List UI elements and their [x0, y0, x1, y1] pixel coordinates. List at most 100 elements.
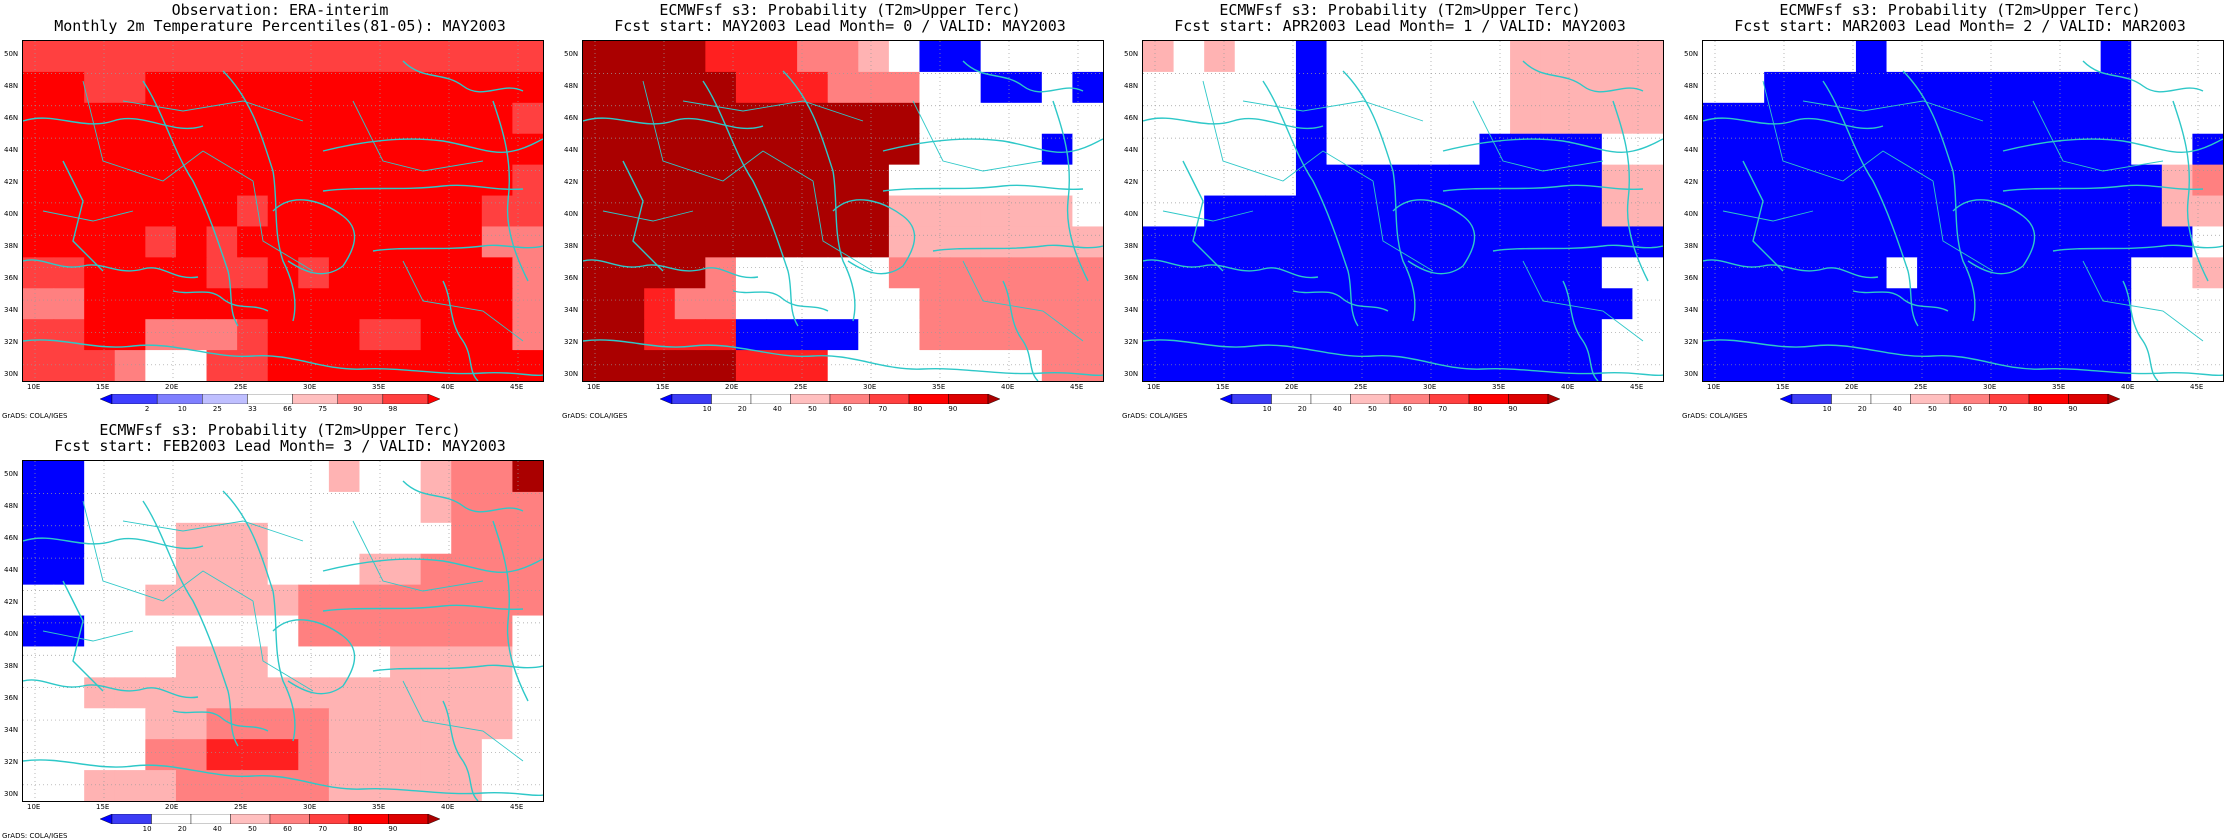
grid-cell — [1173, 257, 1205, 289]
lon-tick-label: 35E — [2052, 383, 2066, 391]
grid-cell — [1540, 226, 1572, 258]
colorbar-segment — [1508, 394, 1549, 404]
colorbar-label: 25 — [212, 405, 222, 413]
grid-cell — [919, 350, 951, 381]
grid-cell — [1143, 319, 1175, 351]
grid-cell — [1326, 319, 1358, 351]
grid-cell — [2161, 102, 2194, 135]
grid-cell — [1357, 288, 1389, 320]
grid-cell — [613, 71, 645, 104]
grid-cell — [206, 102, 238, 135]
grid-cell — [613, 133, 645, 166]
grid-cell — [145, 71, 177, 104]
coastline — [1612, 100, 1649, 282]
grid-cell — [583, 133, 615, 166]
grid-cell — [1825, 288, 1857, 320]
grid-cell — [114, 71, 146, 104]
grid-cell — [1510, 288, 1542, 320]
grid-cell — [23, 708, 55, 740]
grid-cell — [267, 461, 299, 493]
grid-cell — [1479, 288, 1511, 320]
lon-tick-label: 15E — [656, 383, 670, 391]
grid-cell — [145, 226, 177, 258]
grid-cell — [359, 226, 391, 258]
grid-cell — [237, 71, 269, 104]
grid-cell — [1326, 102, 1358, 135]
colorbar-label: 50 — [807, 405, 817, 413]
grid-cell — [1571, 41, 1603, 73]
lon-tick-label: 40E — [1001, 383, 1015, 391]
grid-cell — [583, 350, 615, 381]
grid-cell — [858, 226, 890, 258]
grid-cell — [53, 770, 85, 801]
grid-cell — [420, 708, 452, 740]
grid-cell — [583, 71, 615, 104]
grid-cell — [390, 770, 422, 801]
grid-cell — [1703, 257, 1735, 289]
grid-cell — [766, 102, 798, 135]
coastline — [1002, 280, 1039, 381]
grid-cell — [512, 195, 543, 228]
lat-tick-label: 34N — [4, 306, 19, 314]
grid-cell — [328, 491, 361, 524]
grid-cell — [53, 102, 85, 135]
colorbar-label: 10 — [142, 825, 152, 833]
colorbar-segment — [1350, 394, 1391, 404]
grid-cell — [1855, 288, 1888, 320]
grid-cell — [298, 288, 330, 320]
grid-cell — [451, 461, 483, 493]
grid-cell — [1764, 102, 1796, 135]
grid-cell — [1733, 350, 1765, 381]
grid-cell — [420, 257, 452, 289]
grid-cell — [2192, 41, 2223, 73]
grid-cell — [1947, 319, 1979, 351]
grid-cell — [481, 41, 514, 73]
country-border — [1202, 80, 1374, 182]
grid-cell — [1540, 71, 1572, 104]
grid-cell — [420, 288, 452, 320]
grid-cell — [644, 288, 676, 320]
grid-cell — [390, 739, 422, 771]
colorbar — [1220, 394, 1560, 404]
lon-tick-label: 45E — [510, 383, 524, 391]
grid-cell — [858, 288, 890, 320]
country-border — [82, 500, 254, 602]
lon-tick-label: 15E — [1216, 383, 1230, 391]
grid-cell — [420, 102, 452, 135]
grid-cell — [1886, 164, 1918, 197]
grid-cell — [420, 41, 452, 73]
colorbar-segment — [1429, 394, 1470, 404]
grid-cell — [328, 41, 361, 73]
grid-cell — [298, 102, 330, 135]
grid-cell — [1886, 133, 1918, 166]
country-border — [42, 210, 134, 222]
grid-cell — [1326, 71, 1358, 104]
grid-cell — [114, 164, 146, 197]
grid-cell — [1011, 226, 1043, 258]
grid-cell — [84, 164, 116, 197]
grid-cell — [644, 102, 676, 135]
grid-cell — [1632, 319, 1663, 351]
grid-cell — [1072, 41, 1103, 73]
colorbar-segment — [1389, 394, 1430, 404]
grid-cell — [1601, 350, 1634, 381]
grid-cell — [512, 615, 543, 648]
grid-cell — [390, 461, 422, 493]
grid-cell — [451, 739, 483, 771]
grid-cell — [1601, 288, 1634, 320]
lat-tick-label: 48N — [564, 82, 579, 90]
grid-cell — [1510, 257, 1542, 289]
grid-cell — [2161, 164, 2194, 197]
grid-cell — [1733, 195, 1765, 228]
grid-cell — [1855, 41, 1888, 73]
grid-cell — [1947, 350, 1979, 381]
coastline — [2122, 280, 2159, 381]
grid-cell — [858, 41, 890, 73]
grid-cell — [980, 257, 1012, 289]
lon-tick-label: 25E — [794, 383, 808, 391]
lat-tick-label: 44N — [4, 146, 19, 154]
colorbar-segment — [151, 814, 192, 824]
lon-tick-label: 10E — [27, 803, 41, 811]
grads-credit: GrADS: COLA/IGES — [1682, 412, 1748, 420]
grid-cell — [390, 164, 422, 197]
